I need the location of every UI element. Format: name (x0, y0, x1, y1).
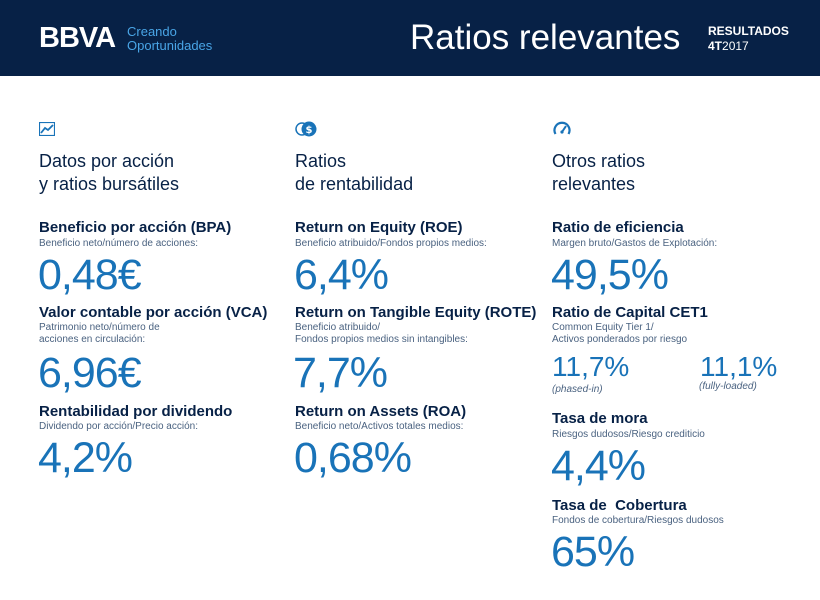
metric-desc-roa: Beneficio neto/Activos totales medios: (295, 421, 464, 432)
metric-desc-line-2: acciones en circulación: (39, 334, 146, 345)
metric-value-bpa: 0,48€ (38, 251, 142, 299)
metric-note-phased-in: (phased-in) (552, 384, 603, 395)
metric-desc-roe: Beneficio atribuido/Fondos propios medio… (295, 238, 487, 249)
results-quarter: 4T (708, 39, 723, 53)
metric-desc-dividendo: Dividendo por acción/Precio acción: (39, 421, 198, 432)
metric-title-cobertura: Tasa de Cobertura (552, 497, 687, 514)
metric-title-cet1: Ratio de Capital CET1 (552, 304, 708, 321)
gauge-icon (553, 121, 571, 142)
logo-tagline: Creando Oportunidades (127, 25, 212, 53)
metric-value-cet1-phased-in: 11,7% (552, 351, 630, 382)
page-title: Ratios relevantes (410, 18, 681, 57)
metric-desc-bpa: Beneficio neto/número de acciones: (39, 238, 198, 249)
svg-text:$: $ (306, 125, 313, 136)
metric-value-cobertura: 65% (551, 528, 635, 576)
metric-value-mora: 4,4% (551, 442, 646, 490)
metric-desc-cobertura: Fondos de cobertura/Riesgos dudosos (552, 515, 724, 526)
metric-value-vca: 6,96€ (38, 349, 142, 397)
column-title-rentabilidad: Ratios de rentabilidad (295, 150, 413, 196)
results-label: RESULTADOS (708, 24, 789, 38)
metric-title-vca: Valor contable por acción (VCA) (39, 304, 268, 321)
metric-value-cet1-fully-loaded: 11,1% (700, 351, 778, 382)
metric-desc-cet1: Common Equity Tier 1/ Activos ponderados… (552, 322, 687, 346)
column-title-datos: Datos por acción y ratios bursátiles (39, 150, 179, 196)
metric-title-bpa: Beneficio por acción (BPA) (39, 219, 232, 236)
metric-desc-rote: Beneficio atribuido/ Fondos propios medi… (295, 322, 468, 346)
metric-value-eficiencia: 49,5% (551, 251, 669, 299)
metric-desc-line-1: Patrimonio neto/número de (39, 322, 160, 333)
metric-title-eficiencia: Ratio de eficiencia (552, 219, 684, 236)
dollar-coins-icon: $ (295, 121, 319, 142)
tagline-line-1: Creando (127, 24, 177, 39)
metric-desc-line-2: Activos ponderados por riesgo (552, 334, 688, 345)
metric-title-dividendo: Rentabilidad por dividendo (39, 403, 233, 420)
metric-value-roa: 0,68% (294, 434, 412, 482)
metric-title-mora: Tasa de mora (552, 410, 648, 427)
column-title-line-1: Datos por acción (39, 151, 175, 171)
column-title-otros: Otros ratios relevantes (552, 150, 645, 196)
metric-desc-mora: Riesgos dudosos/Riesgo crediticio (552, 429, 705, 440)
metric-desc-line-2: Fondos propios medios sin intangibles: (295, 334, 468, 345)
column-title-line-1: Ratios (295, 151, 347, 171)
column-title-line-2: de rentabilidad (295, 174, 414, 194)
column-title-line-2: relevantes (552, 174, 636, 194)
metric-desc-line-1: Common Equity Tier 1/ (552, 322, 654, 333)
metric-title-rote: Return on Tangible Equity (ROTE) (295, 304, 537, 321)
results-quarter-year: 4T2017 (708, 39, 789, 54)
metric-desc-vca: Patrimonio neto/número de acciones en ci… (39, 322, 160, 346)
tagline-line-2: Oportunidades (127, 38, 213, 53)
metric-desc-eficiencia: Margen bruto/Gastos de Explotación: (552, 238, 718, 249)
bbva-logo: BBVA (39, 22, 116, 54)
metric-title-roa: Return on Assets (ROA) (295, 403, 467, 420)
trend-chart-icon (38, 121, 56, 141)
metric-value-roe: 6,4% (294, 251, 389, 299)
results-period: RESULTADOS 4T2017 (708, 24, 789, 54)
metric-value-rote: 7,7% (293, 349, 388, 397)
column-title-line-1: Otros ratios (552, 151, 646, 171)
metric-note-fully-loaded: (fully-loaded) (699, 381, 757, 392)
metric-value-dividendo: 4,2% (38, 434, 133, 482)
column-title-line-2: y ratios bursátiles (39, 174, 180, 194)
header-bar: BBVA Creando Oportunidades Ratios releva… (0, 0, 820, 76)
metric-desc-line-1: Beneficio atribuido/ (295, 322, 381, 333)
metric-title-roe: Return on Equity (ROE) (295, 219, 463, 236)
results-year: 2017 (722, 39, 749, 53)
